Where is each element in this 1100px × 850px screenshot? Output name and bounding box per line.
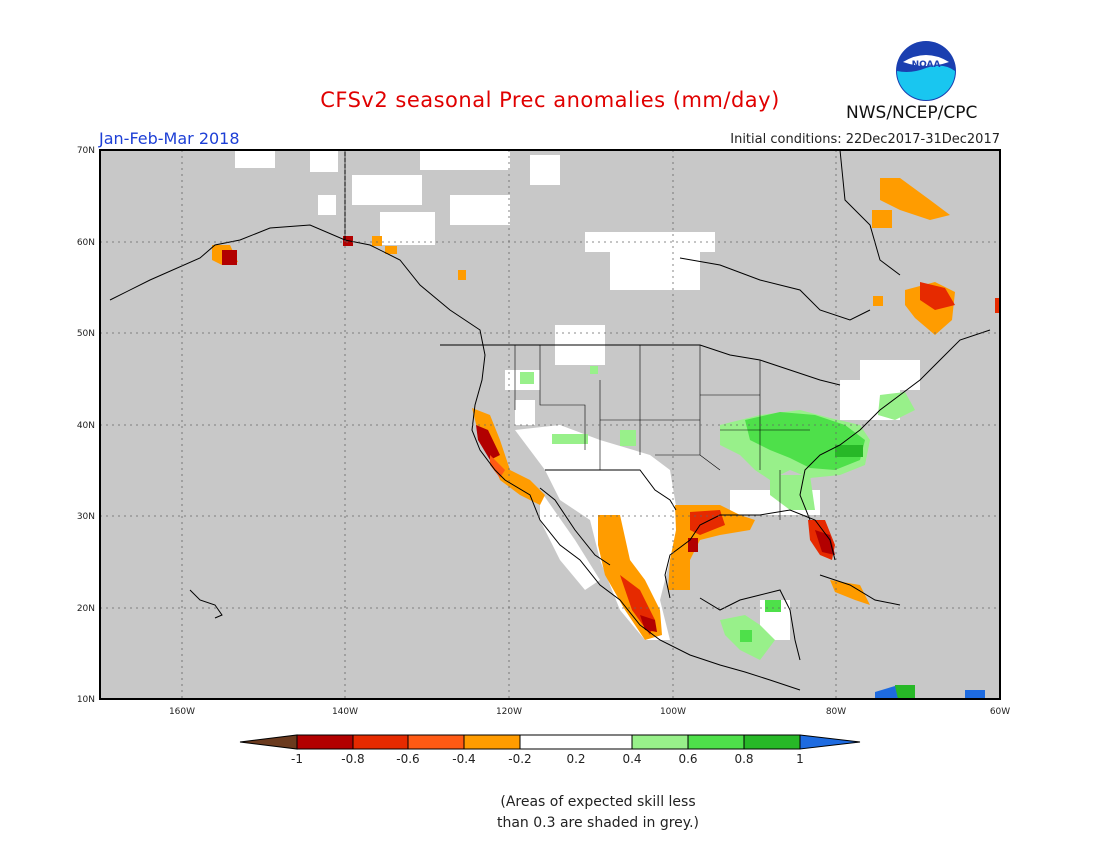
colorbar-segment	[463, 734, 521, 750]
lon-label: 140W	[332, 707, 358, 717]
wet-anomaly-areas	[520, 366, 985, 699]
colorbar-label: 0.4	[622, 752, 641, 766]
colorbar-segment	[687, 734, 745, 750]
lon-label: 160W	[169, 707, 195, 717]
colorbar-label: 1	[796, 752, 804, 766]
colorbar-label: -0.2	[508, 752, 531, 766]
lat-label: 40N	[77, 421, 95, 431]
lon-label: 120W	[496, 707, 522, 717]
chart-title: CFSv2 seasonal Prec anomalies (mm/day)	[320, 88, 780, 112]
colorbar-label: -0.6	[396, 752, 419, 766]
footnote-line: than 0.3 are shaded in grey.)	[496, 815, 699, 831]
colorbar-label: -0.4	[452, 752, 475, 766]
colorbar-label: -1	[291, 752, 303, 766]
noaa-logo-text: NOAA	[912, 60, 941, 70]
footnote-line: (Areas of expected skill less	[500, 794, 696, 810]
colorbar-segment	[631, 734, 689, 750]
lat-label: 20N	[77, 604, 95, 614]
colorbar-label: 0.6	[678, 752, 697, 766]
colorbar-label: -0.8	[341, 752, 364, 766]
lon-label: 60W	[990, 707, 1010, 717]
colorbar-segment	[239, 734, 298, 750]
lat-label: 10N	[77, 695, 95, 705]
lat-label: 60N	[77, 238, 95, 248]
noaa-logo-icon: NOAA	[896, 41, 956, 101]
lat-label: 70N	[77, 146, 95, 156]
colorbar-segment	[296, 734, 354, 750]
colorbar	[239, 734, 861, 750]
near-normal-areas	[235, 150, 920, 640]
forecast-period: Jan-Feb-Mar 2018	[99, 129, 240, 148]
map-frame	[99, 149, 1001, 700]
colorbar-segment	[799, 734, 861, 750]
colorbar-label: 0.8	[734, 752, 753, 766]
footnote: (Areas of expected skill less than 0.3 a…	[0, 792, 1100, 834]
lon-label: 100W	[660, 707, 686, 717]
colorbar-segment	[352, 734, 409, 750]
colorbar-segment	[743, 734, 801, 750]
colorbar-label: 0.2	[566, 752, 585, 766]
lat-label: 50N	[77, 329, 95, 339]
colorbar-segment	[407, 734, 465, 750]
graticule	[100, 150, 1000, 699]
dry-anomaly-areas	[212, 178, 1000, 640]
lat-label: 30N	[77, 512, 95, 522]
initial-conditions: Initial conditions: 22Dec2017-31Dec2017	[730, 132, 1000, 147]
lon-label: 80W	[826, 707, 846, 717]
agency-label: NWS/NCEP/CPC	[846, 103, 978, 123]
colorbar-segment	[519, 734, 633, 750]
